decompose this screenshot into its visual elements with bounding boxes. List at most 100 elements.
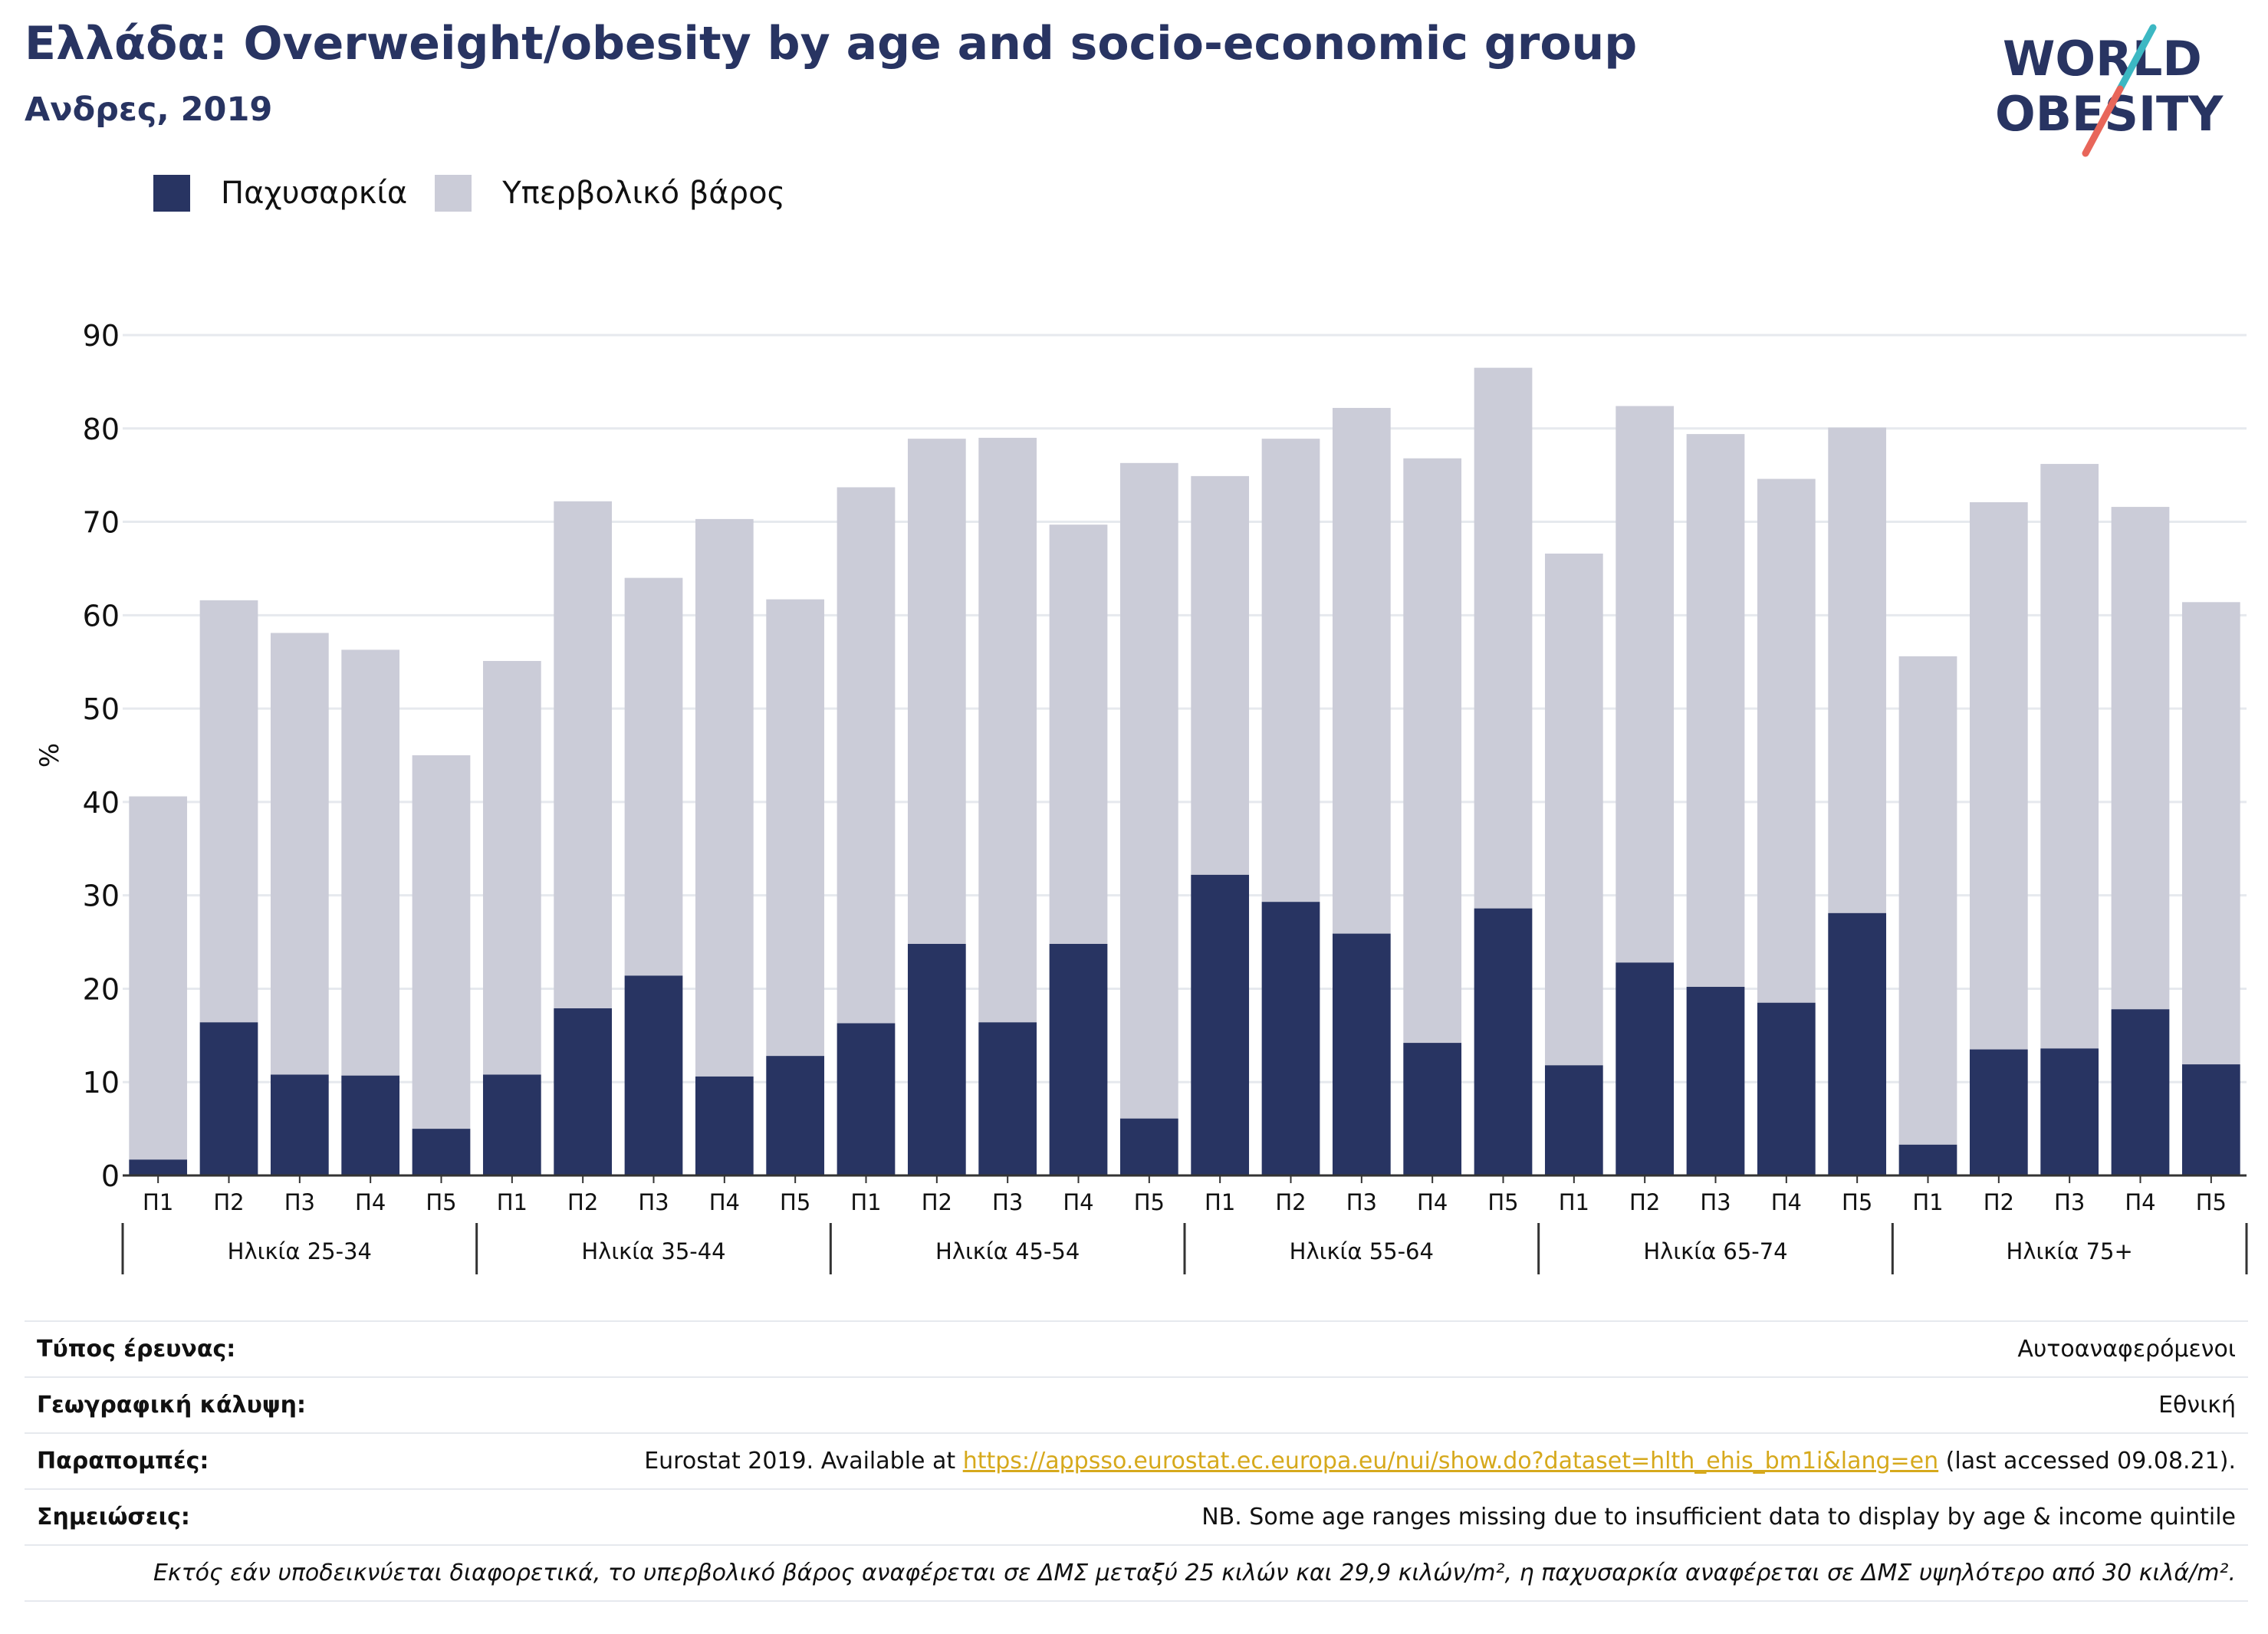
bars: [129, 367, 2240, 1175]
x-tick-label: Π3: [1346, 1189, 1377, 1215]
notes-label: Σημειώσεις:: [25, 1488, 319, 1545]
bar-overweight: [1191, 475, 1250, 875]
x-tick-label: Π1: [850, 1189, 881, 1215]
references-link[interactable]: https://appsso.eurostat.ec.europa.eu/nui…: [962, 1448, 1939, 1475]
bar-obesity: [1474, 908, 1533, 1175]
group-label: Ηλικία 55-64: [1290, 1238, 1434, 1264]
legend-label-obesity: Παχυσαρκία: [221, 176, 408, 211]
survey-type-value: Αυτοαναφερόμενοι: [318, 1320, 2248, 1377]
info-row-coverage: Γεωγραφική κάλυψη: Εθνική: [25, 1376, 2248, 1433]
legend-swatch-obesity: [153, 175, 190, 212]
bar-obesity: [624, 975, 683, 1175]
references-prefix: Eurostat 2019. Available at: [644, 1448, 963, 1475]
axes: 0 10 20 30 40 50 60 70 80 90% Π1 Π2 Π3 Π4 Π5 Ηλικία 25-…: [35, 319, 2248, 1274]
x-tick-label: Π3: [2054, 1189, 2085, 1215]
group-label: Ηλικία 35-44: [581, 1238, 725, 1264]
bar-overweight: [1119, 462, 1178, 1119]
x-tick-label: Π2: [1275, 1189, 1306, 1215]
x-tick-label: Π2: [1984, 1189, 2014, 1215]
bar-obesity: [2181, 1064, 2240, 1175]
x-tick-label: Π2: [922, 1189, 952, 1215]
bar-obesity: [1191, 874, 1250, 1175]
y-tick-label: 60: [83, 599, 120, 633]
bar-overweight: [129, 796, 188, 1160]
y-axis-label: %: [35, 743, 65, 768]
bar-overweight: [1686, 434, 1745, 988]
logo-slash-red: [2082, 85, 2124, 157]
x-tick-label: Π5: [1134, 1189, 1165, 1215]
info-table: Τύπος έρευνας: Αυτοαναφερόμενοι Γεωγραφι…: [25, 1320, 2248, 1602]
logo-line1: WORLD: [2003, 31, 2202, 87]
x-tick-label: Π2: [213, 1189, 244, 1215]
x-tick-label: Π3: [284, 1189, 315, 1215]
y-tick-label: 30: [83, 879, 120, 913]
bar-obesity: [554, 1008, 613, 1175]
y-tick-label: 80: [83, 413, 120, 446]
x-tick-label: Π5: [426, 1189, 456, 1215]
y-tick-label: 10: [83, 1066, 120, 1100]
x-tick-label: Π5: [1487, 1189, 1518, 1215]
bar-obesity: [341, 1075, 400, 1175]
bar-overweight: [1544, 553, 1603, 1066]
bar-obesity: [1544, 1065, 1603, 1175]
legend-swatch-overweight: [435, 175, 472, 212]
bar-overweight: [907, 439, 966, 944]
bar-obesity: [1969, 1049, 2028, 1175]
bar-overweight: [2040, 464, 2099, 1049]
x-tick-label: Π3: [992, 1189, 1023, 1215]
bar-obesity: [766, 1056, 825, 1175]
bar-overweight: [270, 633, 329, 1075]
page-subtitle: Ανδρες, 2019: [25, 90, 273, 129]
references-value: Eurostat 2019. Available at https://apps…: [318, 1432, 2248, 1489]
notes-value: NB. Some age ranges missing due to insuf…: [318, 1488, 2248, 1545]
x-tick-label: Π4: [1417, 1189, 1448, 1215]
references-suffix: (last accessed 09.08.21).: [1938, 1448, 2236, 1475]
bar-overweight: [2181, 602, 2240, 1065]
bar-overweight: [1898, 656, 1957, 1145]
bar-obesity: [482, 1074, 541, 1175]
bar-obesity: [1403, 1043, 1462, 1175]
bar-obesity: [978, 1022, 1037, 1175]
y-tick-label: 40: [83, 786, 120, 820]
survey-type-label: Τύπος έρευνας:: [25, 1320, 319, 1377]
bar-obesity: [1049, 943, 1108, 1175]
bar-overweight: [1403, 458, 1462, 1044]
bar-overweight: [1616, 406, 1675, 963]
footnote: Εκτός εάν υποδεικνύεται διαφορετικά, το …: [25, 1544, 2248, 1602]
coverage-value: Εθνική: [318, 1376, 2248, 1433]
bar-obesity: [1261, 902, 1320, 1175]
y-tick-label: 20: [83, 972, 120, 1006]
bar-obesity: [270, 1074, 329, 1175]
bar-obesity: [412, 1129, 471, 1175]
bar-overweight: [624, 577, 683, 976]
x-tick-label: Π5: [780, 1189, 810, 1215]
bar-obesity: [1616, 962, 1675, 1175]
bar-overweight: [482, 661, 541, 1075]
bar-overweight: [766, 599, 825, 1057]
world-obesity-logo: WORLD OBESITY: [1995, 24, 2224, 157]
bar-overweight: [837, 487, 896, 1024]
x-tick-label: Π1: [1205, 1189, 1235, 1215]
x-tick-label: Π5: [1842, 1189, 1872, 1215]
bar-overweight: [1332, 407, 1391, 934]
info-row-footnote: Εκτός εάν υποδεικνύεται διαφορετικά, το …: [25, 1544, 2248, 1602]
bar-overweight: [1261, 439, 1320, 902]
legend: Παχυσαρκία Υπερβολικό βάρος: [153, 175, 813, 212]
bar-overweight: [341, 649, 400, 1076]
bar-obesity: [2040, 1048, 2099, 1175]
legend-item-overweight: Υπερβολικό βάρος: [435, 175, 785, 212]
grid-lines: [123, 334, 2247, 1083]
bar-obesity: [1686, 987, 1745, 1175]
x-tick-label: Π1: [143, 1189, 173, 1215]
x-tick-label: Π4: [1063, 1189, 1093, 1215]
group-label: Ηλικία 65-74: [1643, 1238, 1787, 1264]
info-row-references: Παραπομπές: Eurostat 2019. Available at …: [25, 1432, 2248, 1489]
bar-obesity: [907, 943, 966, 1175]
y-tick-label: 90: [83, 319, 120, 353]
references-label: Παραπομπές:: [25, 1432, 319, 1489]
x-tick-label: Π2: [567, 1189, 598, 1215]
bar-overweight: [2111, 507, 2170, 1010]
info-row-notes: Σημειώσεις: NB. Some age ranges missing …: [25, 1488, 2248, 1545]
bar-overweight: [412, 755, 471, 1129]
bar-overweight: [695, 518, 754, 1077]
